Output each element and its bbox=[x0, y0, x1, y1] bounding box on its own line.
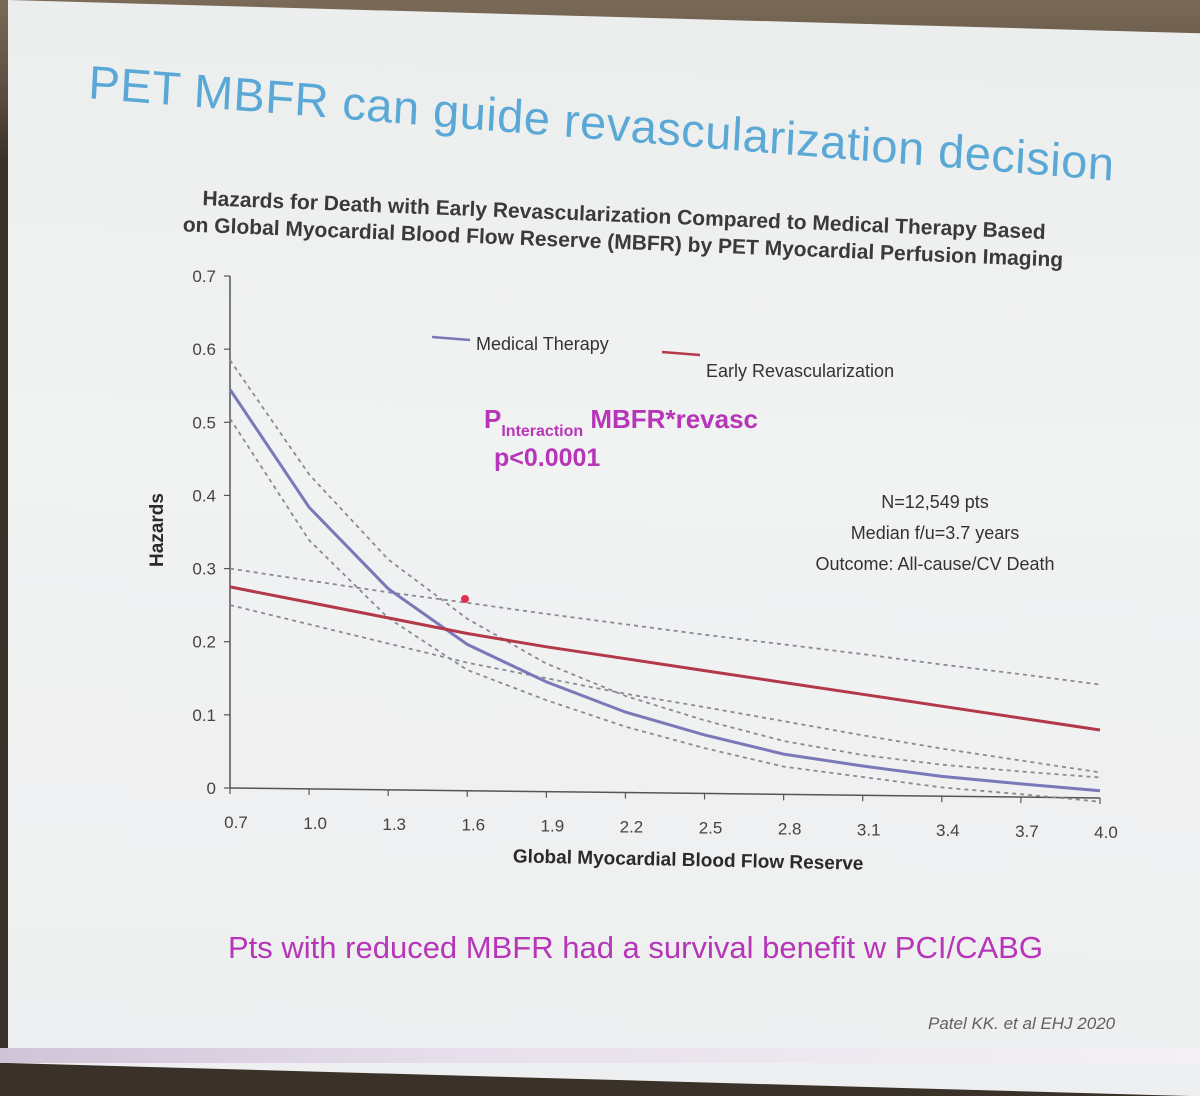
p-value-label: p<0.0001 bbox=[494, 444, 600, 472]
citation: Patel KK. et al EHJ 2020 bbox=[928, 1014, 1116, 1033]
legend-label-medical-therapy: Medical Therapy bbox=[476, 334, 609, 354]
interaction-annotation: PInteraction MBFR*revasc p<0.0001 bbox=[484, 404, 758, 472]
legend-label-early-revascularization: Early Revascularization bbox=[706, 361, 894, 381]
x-tick-label: 2.5 bbox=[699, 818, 723, 837]
p-interaction-label: PInteraction MBFR*revasc bbox=[484, 404, 758, 440]
bottom-edge bbox=[0, 1048, 1200, 1063]
legend-swatch-early-revascularization bbox=[661, 350, 701, 357]
x-axis-line bbox=[229, 787, 1101, 799]
confidence-interval-lines bbox=[229, 359, 1101, 803]
y-tick-label: 0.2 bbox=[192, 633, 216, 652]
ci-lower-early-revascularization bbox=[229, 604, 1101, 774]
x-tick-label: 1.6 bbox=[461, 816, 485, 835]
x-tick-label: 1.0 bbox=[303, 814, 327, 833]
tick-labels: 0 0.1 0.2 0.3 0.4 0.5 0.6 0.7 0.7 1.0 1.3 1.6 1.9 2.2… bbox=[192, 267, 1117, 842]
x-tick-label: 3.4 bbox=[936, 821, 960, 840]
y-tick-label: 0.1 bbox=[192, 706, 216, 725]
legend: Medical Therapy Early Revascularization bbox=[431, 334, 894, 381]
laser-pointer-dot bbox=[461, 595, 469, 603]
y-axis-label: Hazards bbox=[147, 493, 168, 567]
series-line-early-revascularization bbox=[229, 585, 1101, 732]
x-tick-label: 0.7 bbox=[224, 813, 248, 832]
stat-outcome: Outcome: All-cause/CV Death bbox=[815, 554, 1054, 574]
x-tick-label: 3.1 bbox=[857, 820, 881, 839]
x-tick-label: 1.3 bbox=[382, 815, 406, 834]
x-tick-label: 2.2 bbox=[620, 818, 644, 837]
x-tick-label: 1.9 bbox=[541, 817, 565, 836]
x-tick-label: 3.7 bbox=[1015, 822, 1039, 841]
stat-followup: Median f/u=3.7 years bbox=[851, 523, 1020, 543]
y-tick-label: 0.3 bbox=[192, 560, 216, 579]
y-tick-label: 0.4 bbox=[192, 486, 216, 505]
x-tick-label: 2.8 bbox=[778, 819, 802, 838]
legend-swatch-medical-therapy bbox=[431, 335, 471, 342]
hazard-chart: 0 0.1 0.2 0.3 0.4 0.5 0.6 0.7 0.7 1.0 1.3 1.6 1.9 2.2… bbox=[147, 267, 1118, 875]
study-stats: N=12,549 pts Median f/u=3.7 years Outcom… bbox=[815, 492, 1054, 574]
x-axis-label: Global Myocardial Blood Flow Reserve bbox=[513, 846, 864, 874]
y-tick-label: 0.5 bbox=[192, 413, 216, 432]
x-tick-label: 4.0 bbox=[1094, 823, 1118, 842]
series-line-medical-therapy bbox=[228, 388, 1101, 793]
y-tick-label: 0 bbox=[207, 779, 216, 798]
ci-upper-early-revascularization bbox=[229, 567, 1101, 686]
ci-lower-medical-therapy bbox=[229, 418, 1101, 803]
y-tick-label: 0.6 bbox=[192, 340, 216, 359]
ci-upper-medical-therapy bbox=[229, 359, 1101, 779]
y-tick-label: 0.7 bbox=[192, 267, 216, 286]
slide-footer: Pts with reduced MBFR had a survival ben… bbox=[228, 930, 1043, 965]
stat-n: N=12,549 pts bbox=[881, 492, 989, 512]
series-lines bbox=[228, 388, 1101, 793]
